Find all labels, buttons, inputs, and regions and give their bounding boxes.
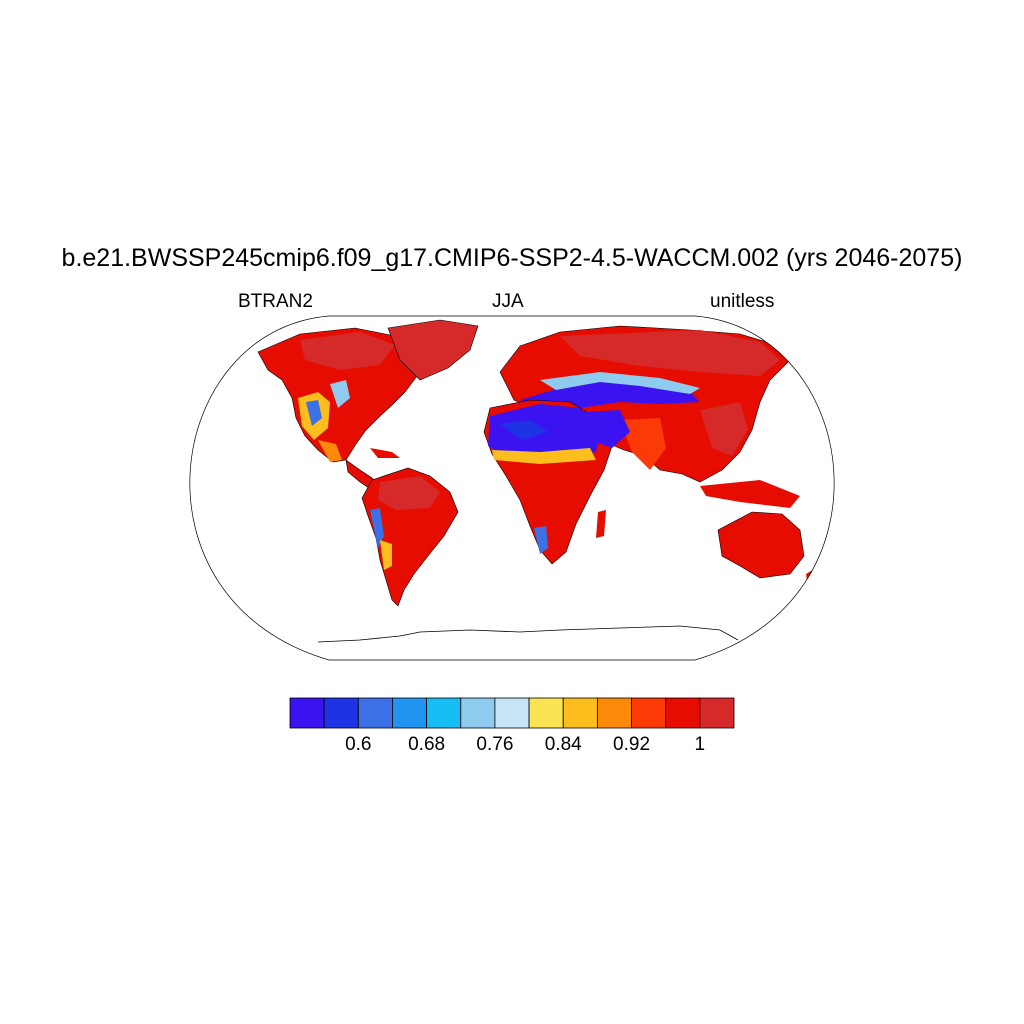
maritime-asia: [700, 480, 800, 508]
siberia-wet: [560, 330, 780, 376]
variable-name: BTRAN2: [238, 291, 313, 312]
caribbean-islands: [370, 448, 400, 458]
land-field: [257, 319, 826, 643]
colorbar-swatch: [596, 697, 632, 729]
colorbar: [289, 697, 735, 729]
mexico-dry: [318, 440, 342, 462]
sahara-patches: [500, 420, 548, 440]
colorbar-swatch: [631, 697, 667, 729]
colorbar-tick-label: 1: [694, 734, 706, 755]
units-label: unitless: [710, 291, 775, 312]
plot-title: b.e21.BWSSP245cmip6.f09_g17.CMIP6-SSP2-4…: [61, 244, 963, 272]
colorbar-swatch: [323, 697, 359, 729]
colorbar-tick-label: 0.76: [476, 734, 514, 755]
boreal-canada-wet: [300, 332, 395, 370]
greenland-landmass: [387, 319, 479, 381]
australia-landmass: [717, 511, 805, 579]
colorbar-swatch: [528, 697, 564, 729]
season-label: JJA: [492, 291, 524, 312]
madagascar: [596, 510, 606, 538]
amazon-wet: [378, 476, 440, 510]
sahel-transition: [492, 448, 596, 464]
new-zealand: [806, 564, 826, 586]
colorbar-swatch: [699, 697, 735, 729]
colorbar-swatch: [665, 697, 701, 729]
colorbar-swatch: [392, 697, 428, 729]
india-moderate: [620, 418, 666, 470]
colorbar-swatch: [426, 697, 462, 729]
colorbar-tick-label: 0.92: [613, 734, 651, 755]
central-asia-transition: [540, 372, 700, 394]
andes-moderate: [380, 540, 392, 570]
antarctica-coastline: [317, 625, 739, 643]
colorbar-swatch: [289, 697, 325, 729]
western-us-very-dry: [306, 400, 322, 426]
colorbar-swatch: [460, 697, 496, 729]
andes-dry: [370, 508, 384, 548]
china-east-wet: [700, 402, 748, 456]
namib-dry: [534, 526, 548, 554]
colorbar-tick-label: 0.84: [544, 734, 582, 755]
colorbar-swatch: [494, 697, 530, 729]
colorbar-swatch: [357, 697, 393, 729]
arabia-dry: [584, 410, 630, 448]
great-plains-dry: [330, 380, 350, 408]
map-boundary: [189, 315, 835, 661]
colorbar-tick-label: 0.6: [345, 734, 372, 755]
colorbar-swatch: [562, 697, 598, 729]
colorbar-tick-label: 0.68: [408, 734, 446, 755]
